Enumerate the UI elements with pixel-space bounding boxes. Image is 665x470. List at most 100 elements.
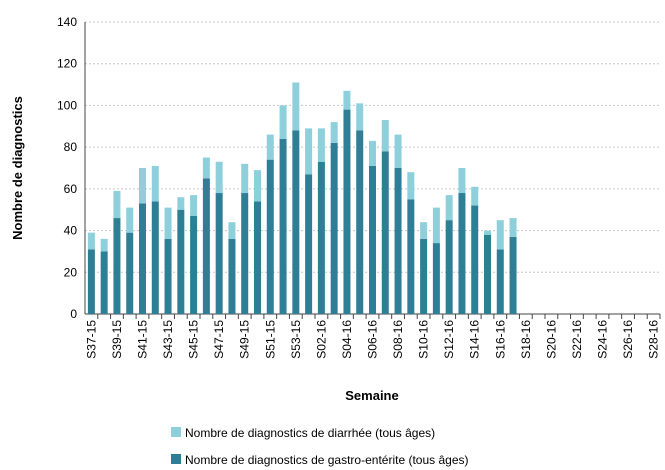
y-axis-title: Nombre de diagnostics <box>10 96 25 240</box>
bar-segment <box>407 172 415 200</box>
bar-segment <box>317 161 325 314</box>
bar-segment <box>279 138 287 314</box>
bar-segment <box>164 207 172 239</box>
bar-segment <box>445 220 453 314</box>
y-tick-label: 140 <box>57 15 77 29</box>
bar-segment <box>292 130 300 314</box>
bar-segment <box>190 195 198 216</box>
x-tick-label: S49-15 <box>238 320 252 359</box>
bar-segment <box>279 105 287 139</box>
bar-segment <box>228 238 236 314</box>
bar-segment <box>484 234 491 314</box>
x-tick-label: S45-15 <box>187 320 201 359</box>
bar-segment <box>164 238 172 314</box>
bar-segment <box>394 134 402 168</box>
bar-segment <box>471 205 479 314</box>
bar-segment <box>305 128 313 175</box>
bar-segment <box>202 178 210 314</box>
bar-segment <box>317 128 325 162</box>
bar-segment <box>330 122 338 143</box>
x-tick-label: S53-15 <box>289 320 303 359</box>
bar-segment <box>305 174 313 314</box>
bar-segment <box>343 109 351 314</box>
bar-segment <box>266 134 274 160</box>
bar-segment <box>356 130 364 314</box>
bar-segment <box>407 199 415 314</box>
bar-segment <box>509 218 517 237</box>
bar-segment <box>343 90 351 110</box>
bar-segment <box>496 220 504 250</box>
x-axis-title: Semaine <box>345 388 398 403</box>
bar-segment <box>432 243 440 314</box>
bar-segment <box>177 197 185 210</box>
x-tick-label: S12-16 <box>442 320 456 359</box>
bar-segment <box>484 230 491 235</box>
x-tick-label: S51-15 <box>263 320 277 359</box>
bar-segment <box>100 238 108 252</box>
bar-segment <box>381 151 389 314</box>
bar-segment <box>509 236 517 314</box>
y-tick-label: 0 <box>70 307 77 321</box>
x-tick-label: S06-16 <box>366 320 380 359</box>
bar-segment <box>420 222 428 239</box>
bar-segment <box>113 218 121 314</box>
bar-segment <box>139 168 146 204</box>
x-tick-label: S16-16 <box>493 320 507 359</box>
x-tick-label: S47-15 <box>212 320 226 359</box>
y-tick-label: 120 <box>57 57 77 71</box>
bar-segment <box>292 82 300 131</box>
x-tick-label: S20-16 <box>544 320 558 359</box>
y-tick-label: 100 <box>57 98 77 112</box>
x-tick-label: S26-16 <box>621 320 635 359</box>
x-tick-label: S08-16 <box>391 320 405 359</box>
legend-swatch <box>171 427 181 437</box>
legend-label: Nombre de diagnostics de gastro-entérite… <box>185 453 468 467</box>
bar-segment <box>496 249 504 314</box>
bar-segment <box>228 222 236 239</box>
x-tick-label: S10-16 <box>417 320 431 359</box>
bar-segment <box>126 207 134 233</box>
x-tick-label: S39-15 <box>110 320 124 359</box>
bar-segment <box>177 209 185 314</box>
bar-segment <box>330 142 338 314</box>
x-tick-label: S14-16 <box>468 320 482 359</box>
x-tick-label: S43-15 <box>161 320 175 359</box>
bar-segment <box>87 249 95 314</box>
x-tick-label: S24-16 <box>596 320 610 359</box>
bar-segment <box>113 190 121 219</box>
bar-segment <box>139 203 146 314</box>
bar-segment <box>87 232 95 250</box>
bar-segment <box>432 207 440 244</box>
x-tick-label: S28-16 <box>647 320 661 359</box>
y-tick-label: 20 <box>64 265 78 279</box>
legend-label: Nombre de diagnostics de diarrhée (tous … <box>185 426 435 440</box>
x-tick-label: S02-16 <box>314 320 328 359</box>
bar-segment <box>458 193 466 314</box>
x-tick-label: S41-15 <box>136 320 150 359</box>
x-tick-label: S37-15 <box>84 320 98 359</box>
bar-segment <box>100 251 108 314</box>
bar-segment <box>369 165 376 314</box>
bar-segment <box>202 157 210 179</box>
bar-segment <box>254 170 261 202</box>
bar-segment <box>151 201 159 314</box>
bar-segment <box>458 168 466 194</box>
y-tick-label: 60 <box>64 182 78 196</box>
y-tick-label: 40 <box>64 224 78 238</box>
bar-segment <box>254 201 261 314</box>
x-tick-label: S22-16 <box>570 320 584 359</box>
x-tick-label: S18-16 <box>519 320 533 359</box>
bar-segment <box>190 215 198 314</box>
bar-segment <box>215 193 223 314</box>
bar-segment <box>241 163 249 194</box>
x-tick-label: S04-16 <box>340 320 354 359</box>
bar-segment <box>241 193 249 314</box>
y-tick-label: 80 <box>64 140 78 154</box>
bar-segment <box>420 238 428 314</box>
bar-segment <box>394 168 402 314</box>
bar-segment <box>369 140 376 166</box>
bar-segment <box>445 195 453 221</box>
bar-segment <box>266 159 274 314</box>
bar-segment <box>381 120 389 152</box>
